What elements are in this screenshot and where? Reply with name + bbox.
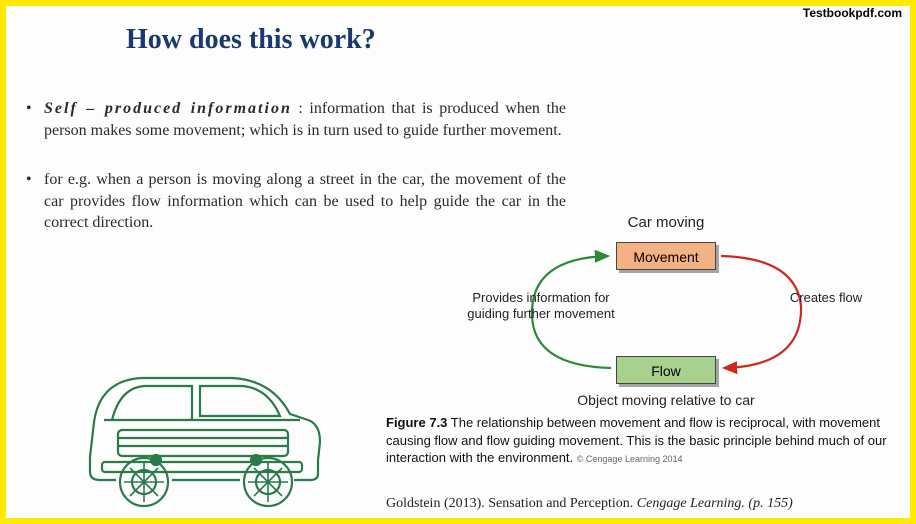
term-emphasis: Self – produced information	[44, 100, 292, 117]
bullet-dot: •	[26, 169, 44, 234]
figure-number: Figure 7.3	[386, 415, 447, 430]
bullet-dot: •	[26, 98, 44, 141]
car-illustration	[72, 362, 332, 512]
slide-container: Testbookpdf.com How does this work? • Se…	[6, 6, 910, 518]
page-title: How does this work?	[126, 24, 376, 56]
flow-diagram: Car moving Movement Flow Provides inform…	[456, 206, 876, 426]
bullet-text: Self – produced information : informatio…	[44, 98, 566, 141]
citation-title: Sensation and Perception.	[488, 496, 637, 511]
citation-author: Goldstein (2013).	[386, 496, 488, 511]
diagram-right-label: Creates flow	[786, 290, 866, 306]
diagram-top-label: Car moving	[456, 214, 876, 231]
watermark-text: Testbookpdf.com	[803, 6, 902, 20]
diagram-box-flow: Flow	[616, 356, 716, 384]
caption-copyright: © Cengage Learning 2014	[577, 454, 683, 464]
figure-caption: Figure 7.3 The relationship between move…	[386, 414, 896, 467]
bullet-item: • Self – produced information : informat…	[26, 98, 566, 141]
citation-pub: Cengage Learning. (p. 155)	[637, 496, 793, 511]
citation-line: Goldstein (2013). Sensation and Percepti…	[386, 496, 896, 512]
diagram-left-label: Provides information for guiding further…	[456, 290, 626, 323]
diagram-box-movement: Movement	[616, 242, 716, 270]
diagram-bottom-label: Object moving relative to car	[456, 392, 876, 409]
